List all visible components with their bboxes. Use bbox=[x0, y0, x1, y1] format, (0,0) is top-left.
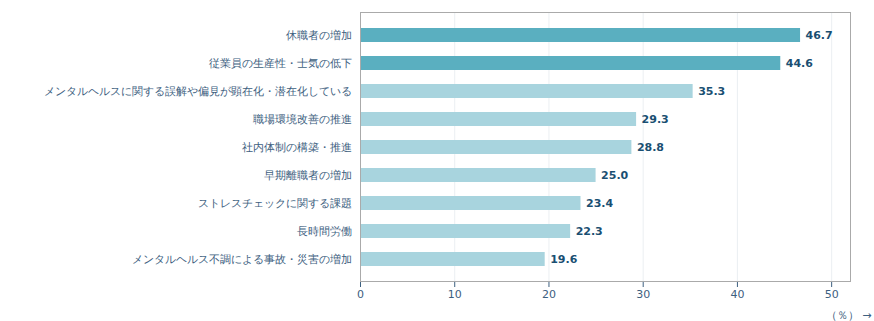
svg-text:50: 50 bbox=[825, 288, 839, 301]
svg-text:（％） →: （％） → bbox=[826, 309, 872, 321]
svg-text:44.6: 44.6 bbox=[786, 57, 813, 70]
svg-text:早期離職者の増加: 早期離職者の増加 bbox=[264, 169, 352, 182]
svg-text:社内体制の構築・推進: 社内体制の構築・推進 bbox=[242, 141, 352, 154]
svg-text:23.4: 23.4 bbox=[586, 197, 613, 210]
svg-text:メンタルヘルスに関する誤解や偏見が顕在化・潜在化している: メンタルヘルスに関する誤解や偏見が顕在化・潜在化している bbox=[44, 85, 352, 98]
svg-text:30: 30 bbox=[636, 288, 650, 301]
svg-text:長時間労働: 長時間労働 bbox=[297, 225, 352, 238]
svg-text:10: 10 bbox=[448, 288, 462, 301]
svg-text:19.6: 19.6 bbox=[550, 253, 577, 266]
svg-text:0: 0 bbox=[357, 288, 364, 301]
svg-text:20: 20 bbox=[542, 288, 556, 301]
svg-text:休職者の増加: 休職者の増加 bbox=[286, 29, 352, 42]
svg-text:職場環境改善の推進: 職場環境改善の推進 bbox=[253, 113, 352, 126]
svg-text:従業員の生産性・士気の低下: 従業員の生産性・士気の低下 bbox=[209, 57, 352, 70]
svg-text:メンタルヘルス不調による事故・災害の増加: メンタルヘルス不調による事故・災害の増加 bbox=[132, 253, 352, 266]
svg-text:29.3: 29.3 bbox=[642, 113, 669, 126]
svg-text:ストレスチェックに関する課題: ストレスチェックに関する課題 bbox=[198, 197, 352, 210]
svg-text:35.3: 35.3 bbox=[698, 85, 725, 98]
svg-text:25.0: 25.0 bbox=[601, 169, 628, 182]
svg-text:40: 40 bbox=[730, 288, 744, 301]
svg-text:22.3: 22.3 bbox=[576, 225, 603, 238]
svg-text:46.7: 46.7 bbox=[806, 29, 833, 42]
svg-text:28.8: 28.8 bbox=[637, 141, 664, 154]
